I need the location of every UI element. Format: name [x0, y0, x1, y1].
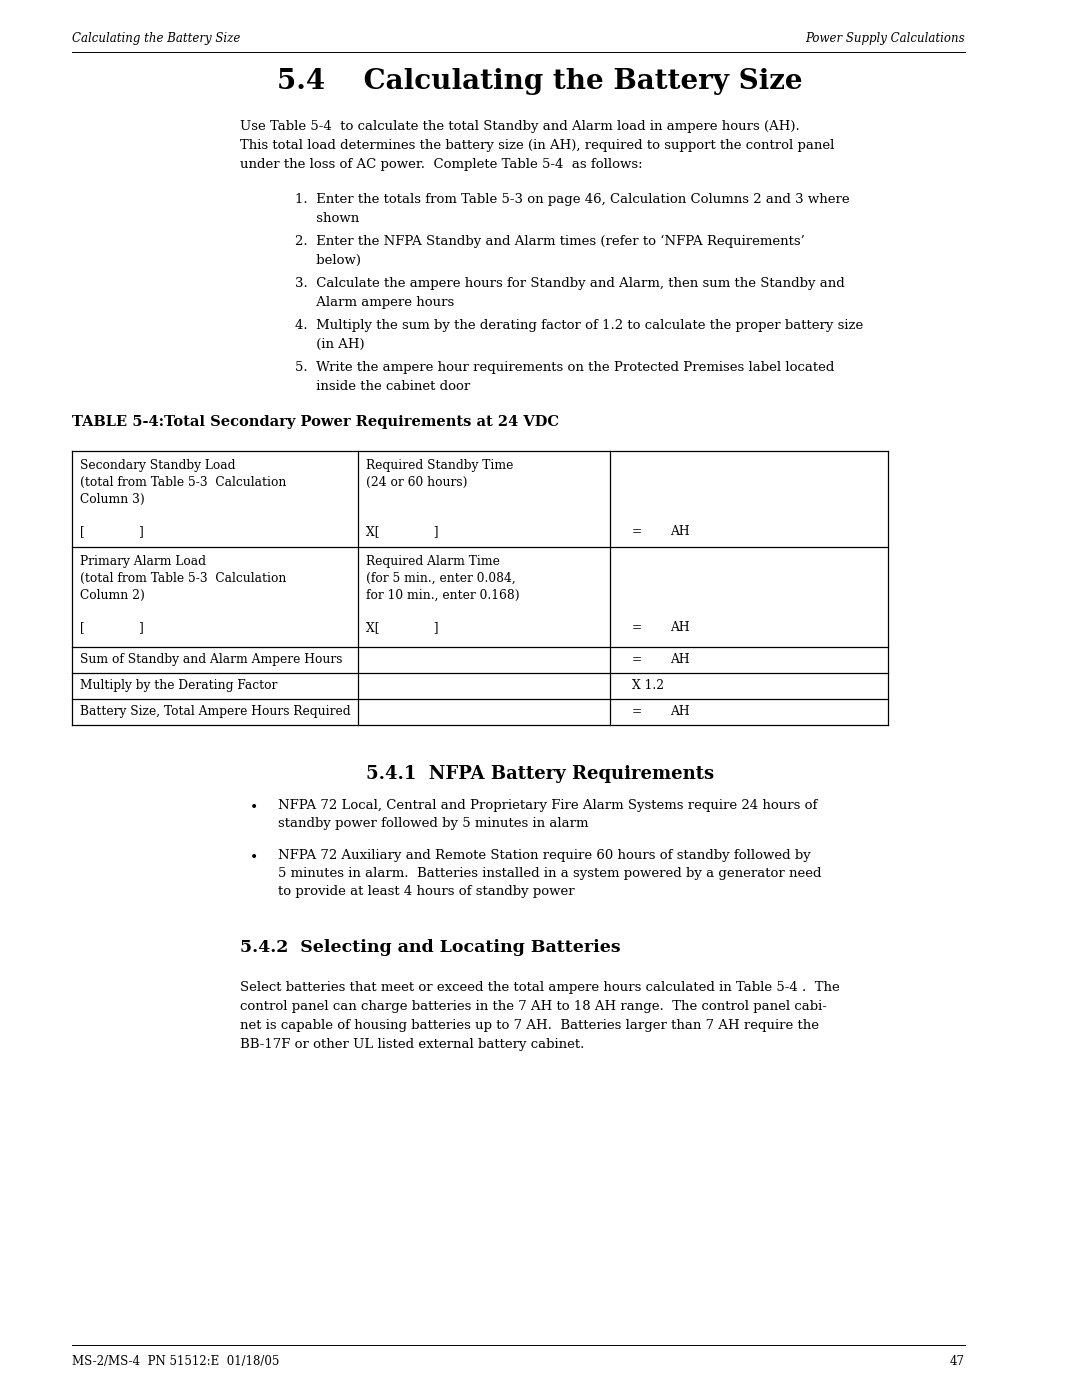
Text: 3.  Calculate the ampere hours for Standby and Alarm, then sum the Standby and: 3. Calculate the ampere hours for Standb… [295, 277, 845, 291]
Text: =: = [632, 622, 643, 634]
Text: =: = [632, 705, 643, 718]
Text: 5.4.1  NFPA Battery Requirements: 5.4.1 NFPA Battery Requirements [366, 766, 714, 782]
Text: shown: shown [295, 212, 360, 225]
Text: NFPA 72 Local, Central and Proprietary Fire Alarm Systems require 24 hours of: NFPA 72 Local, Central and Proprietary F… [278, 799, 818, 812]
Text: 1.  Enter the totals from Table 5-3 on page 46, Calculation Columns 2 and 3 wher: 1. Enter the totals from Table 5-3 on pa… [295, 193, 850, 205]
Text: X 1.2: X 1.2 [632, 679, 664, 692]
Text: AH: AH [670, 622, 690, 634]
Text: Column 2): Column 2) [80, 590, 145, 602]
Text: Alarm ampere hours: Alarm ampere hours [295, 296, 455, 309]
Text: TABLE 5-4:Total Secondary Power Requirements at 24 VDC: TABLE 5-4:Total Secondary Power Requirem… [72, 415, 559, 429]
Text: •: • [249, 851, 258, 865]
Text: Secondary Standby Load: Secondary Standby Load [80, 460, 235, 472]
Text: X[              ]: X[ ] [366, 622, 438, 634]
Text: Multiply by the Derating Factor: Multiply by the Derating Factor [80, 679, 278, 692]
Text: Sum of Standby and Alarm Ampere Hours: Sum of Standby and Alarm Ampere Hours [80, 652, 342, 666]
Text: (for 5 min., enter 0.084,: (for 5 min., enter 0.084, [366, 571, 516, 585]
Text: NFPA 72 Auxiliary and Remote Station require 60 hours of standby followed by: NFPA 72 Auxiliary and Remote Station req… [278, 849, 811, 862]
Text: control panel can charge batteries in the 7 AH to 18 AH range.  The control pane: control panel can charge batteries in th… [240, 1000, 827, 1013]
Text: Battery Size, Total Ampere Hours Required: Battery Size, Total Ampere Hours Require… [80, 705, 351, 718]
Text: (in AH): (in AH) [295, 338, 365, 351]
Text: below): below) [295, 254, 361, 267]
Text: BB-17F or other UL listed external battery cabinet.: BB-17F or other UL listed external batte… [240, 1038, 584, 1051]
Text: to provide at least 4 hours of standby power: to provide at least 4 hours of standby p… [278, 886, 575, 898]
Text: Primary Alarm Load: Primary Alarm Load [80, 555, 206, 569]
Text: Required Alarm Time: Required Alarm Time [366, 555, 500, 569]
Text: AH: AH [670, 652, 690, 666]
Text: Required Standby Time: Required Standby Time [366, 460, 513, 472]
Text: This total load determines the battery size (in AH), required to support the con: This total load determines the battery s… [240, 138, 835, 152]
Text: inside the cabinet door: inside the cabinet door [295, 380, 470, 393]
Text: net is capable of housing batteries up to 7 AH.  Batteries larger than 7 AH requ: net is capable of housing batteries up t… [240, 1018, 819, 1032]
Text: 47: 47 [950, 1355, 966, 1368]
Text: Calculating the Battery Size: Calculating the Battery Size [72, 32, 241, 45]
Text: (24 or 60 hours): (24 or 60 hours) [366, 476, 468, 489]
Text: for 10 min., enter 0.168): for 10 min., enter 0.168) [366, 590, 519, 602]
Text: AH: AH [670, 525, 690, 538]
Text: =: = [632, 652, 643, 666]
Text: (total from Table 5-3  Calculation: (total from Table 5-3 Calculation [80, 476, 286, 489]
Text: =: = [632, 525, 643, 538]
Text: Power Supply Calculations: Power Supply Calculations [806, 32, 966, 45]
Text: •: • [249, 800, 258, 814]
Text: 5.4    Calculating the Battery Size: 5.4 Calculating the Battery Size [278, 68, 802, 95]
Text: 5 minutes in alarm.  Batteries installed in a system powered by a generator need: 5 minutes in alarm. Batteries installed … [278, 868, 822, 880]
Text: X[              ]: X[ ] [366, 525, 438, 538]
Text: 4.  Multiply the sum by the derating factor of 1.2 to calculate the proper batte: 4. Multiply the sum by the derating fact… [295, 319, 863, 332]
Text: Column 3): Column 3) [80, 493, 145, 506]
Text: [              ]: [ ] [80, 622, 144, 634]
Text: Use Table 5-4  to calculate the total Standby and Alarm load in ampere hours (AH: Use Table 5-4 to calculate the total Sta… [240, 120, 800, 133]
Text: MS-2/MS-4  PN 51512:E  01/18/05: MS-2/MS-4 PN 51512:E 01/18/05 [72, 1355, 280, 1368]
Text: 5.4.2  Selecting and Locating Batteries: 5.4.2 Selecting and Locating Batteries [240, 939, 621, 956]
Text: AH: AH [670, 705, 690, 718]
Text: Select batteries that meet or exceed the total ampere hours calculated in Table : Select batteries that meet or exceed the… [240, 981, 840, 995]
Text: [              ]: [ ] [80, 525, 144, 538]
Text: (total from Table 5-3  Calculation: (total from Table 5-3 Calculation [80, 571, 286, 585]
Text: 2.  Enter the NFPA Standby and Alarm times (refer to ‘NFPA Requirements’: 2. Enter the NFPA Standby and Alarm time… [295, 235, 805, 249]
Text: standby power followed by 5 minutes in alarm: standby power followed by 5 minutes in a… [278, 817, 589, 830]
Text: 5.  Write the ampere hour requirements on the Protected Premises label located: 5. Write the ampere hour requirements on… [295, 360, 835, 374]
Text: under the loss of AC power.  Complete Table 5-4  as follows:: under the loss of AC power. Complete Tab… [240, 158, 643, 170]
